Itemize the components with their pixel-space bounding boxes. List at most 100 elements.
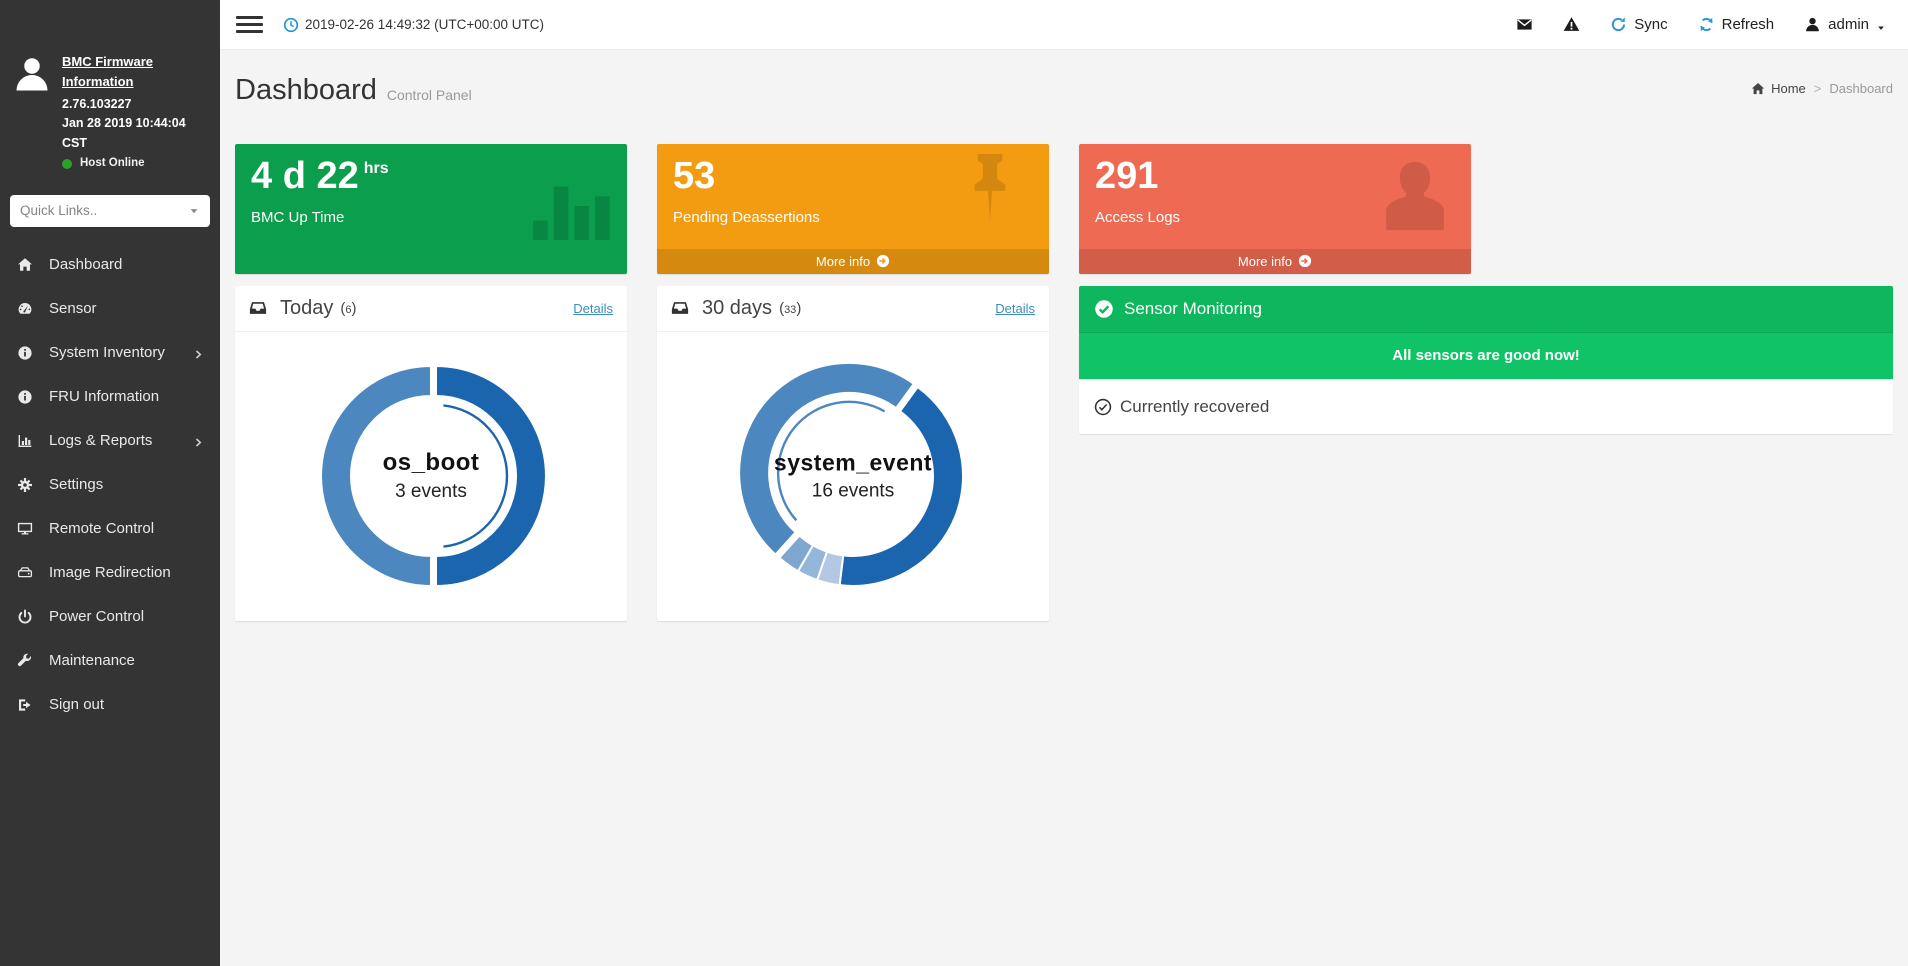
system-datetime: 2019-02-26 14:49:32 (UTC+00:00 UTC) <box>283 17 544 33</box>
sidebar-item-label: Power Control <box>49 608 145 626</box>
more-info-link[interactable]: More info <box>657 248 1049 274</box>
details-link[interactable]: Details <box>995 300 1035 316</box>
breadcrumb-home-label: Home <box>1771 81 1806 96</box>
sidebar-item-settings[interactable]: Settings <box>0 463 220 507</box>
card-label: Access Logs <box>1095 208 1181 226</box>
sidebar-item-label: FRU Information <box>49 388 160 406</box>
events-panel-30-days: 30 days (33) Details system_event 16 events <box>657 285 1049 621</box>
donut-segment-system_event[interactable] <box>738 362 916 557</box>
tray-icon <box>671 299 690 317</box>
panel-event-count: (6) <box>340 299 357 317</box>
sidebar: BMC Firmware Information 2.76.103227 Jan… <box>0 0 220 966</box>
currently-recovered-label: Currently recovered <box>1120 396 1270 416</box>
quick-links-select[interactable]: Quick Links.. <box>10 194 210 227</box>
refresh-icon <box>1698 16 1715 33</box>
sidebar-item-label: Sensor <box>49 300 97 318</box>
drive-icon <box>17 565 35 581</box>
clock-icon <box>283 17 299 33</box>
user-menu[interactable]: admin <box>1804 16 1886 33</box>
bmc-firmware-info-link[interactable]: BMC Firmware Information <box>62 54 154 90</box>
events-donut-chart[interactable] <box>735 358 971 594</box>
donut-segment-segment-2[interactable] <box>320 365 432 588</box>
panel-title: Today <box>280 296 334 319</box>
more-info-link[interactable]: More info <box>1079 248 1471 274</box>
stat-card-access-logs: 291 Access Logs More info <box>1079 143 1471 274</box>
arrow-circle-right-icon <box>876 254 890 268</box>
panel-body: system_event 16 events <box>657 332 1049 621</box>
sidebar-item-system-inventory[interactable]: System Inventory <box>0 331 220 375</box>
arrow-circle-right-icon <box>1298 254 1312 268</box>
breadcrumb-separator: > <box>1813 81 1822 96</box>
sidebar-item-image-redirection[interactable]: Image Redirection <box>0 551 220 595</box>
events-panel-today: Today (6) Details os_boot 3 events <box>235 285 627 621</box>
donut-segment-segment-2[interactable] <box>838 386 964 588</box>
donut-highlight-ring <box>443 404 509 549</box>
panel-body: os_boot 3 events <box>235 332 627 621</box>
sign-out-icon <box>17 697 35 713</box>
pin-watermark <box>957 152 1023 238</box>
card-unit: hrs <box>363 159 389 177</box>
check-circle-icon <box>1094 299 1114 319</box>
messages-envelope-icon[interactable] <box>1516 16 1533 33</box>
menu-toggle-icon[interactable] <box>236 16 263 33</box>
stat-card-pending-deassertions: 53 Pending Deassertions More info <box>657 143 1049 274</box>
bars-watermark <box>533 172 611 240</box>
topbar: 2019-02-26 14:49:32 (UTC+00:00 UTC) Sync <box>220 0 1908 50</box>
panel-event-count-number: 6 <box>345 303 352 316</box>
sidebar-item-power-control[interactable]: Power Control <box>0 595 220 639</box>
person-watermark <box>1373 154 1457 238</box>
donut-chart-container: system_event 16 events <box>735 358 971 594</box>
events-donut-chart[interactable] <box>313 358 549 594</box>
currently-recovered-row[interactable]: Currently recovered <box>1079 378 1893 434</box>
sidebar-item-label: Logs & Reports <box>49 432 153 450</box>
sidebar-item-sensor[interactable]: Sensor <box>0 287 220 331</box>
sync-label: Sync <box>1634 16 1668 33</box>
card-value: 291 <box>1095 154 1159 197</box>
more-info-label: More info <box>815 253 871 269</box>
more-info-label: More info <box>1237 253 1293 269</box>
donut-segment-segment-5[interactable] <box>777 534 815 574</box>
firmware-version: 2.76.103227 <box>62 96 132 111</box>
sync-button[interactable]: Sync <box>1610 16 1668 33</box>
card-value: 4 d 22 <box>251 154 359 197</box>
alerts-warning-icon[interactable] <box>1563 16 1580 33</box>
sidebar-menu: Dashboard Sensor System Inventory FRU Infor… <box>0 243 220 727</box>
monitor-icon <box>17 521 35 537</box>
host-status-label: Host Online <box>80 157 145 170</box>
sidebar-item-maintenance[interactable]: Maintenance <box>0 639 220 683</box>
card-value: 53 <box>673 154 716 197</box>
wrench-icon <box>17 653 35 669</box>
donut-highlight-ring <box>776 401 886 522</box>
sidebar-item-logs-reports[interactable]: Logs & Reports <box>0 419 220 463</box>
breadcrumb: Home > Dashboard <box>1751 81 1893 96</box>
home-icon <box>17 257 35 273</box>
sidebar-item-fru-information[interactable]: FRU Information <box>0 375 220 419</box>
donut-segment-os_boot[interactable] <box>435 365 547 588</box>
sidebar-item-label: Image Redirection <box>49 564 171 582</box>
info-circle-icon <box>17 345 35 361</box>
avatar-icon <box>12 54 52 94</box>
sync-icon <box>1610 16 1627 33</box>
sidebar-item-label: Sign out <box>49 696 105 714</box>
card-label: BMC Up Time <box>251 208 345 226</box>
firmware-date: Jan 28 2019 10:44:04 CST <box>62 116 186 150</box>
datetime-text: 2019-02-26 14:49:32 (UTC+00:00 UTC) <box>305 17 545 32</box>
page-title: Dashboard <box>235 74 377 106</box>
caret-down-icon <box>1876 20 1886 30</box>
sidebar-item-sign-out[interactable]: Sign out <box>0 683 220 727</box>
username: admin <box>1828 16 1869 33</box>
power-icon <box>17 609 35 625</box>
breadcrumb-home-link[interactable]: Home <box>1751 81 1806 96</box>
sidebar-item-dashboard[interactable]: Dashboard <box>0 243 220 287</box>
home-icon <box>1751 82 1765 96</box>
details-link[interactable]: Details <box>573 300 613 316</box>
sensor-status-message: All sensors are good now! <box>1079 332 1893 379</box>
sidebar-item-remote-control[interactable]: Remote Control <box>0 507 220 551</box>
quick-links-label: Quick Links.. <box>20 203 98 219</box>
panel-event-count: (33) <box>779 299 802 317</box>
info-circle-icon <box>17 389 35 405</box>
refresh-button[interactable]: Refresh <box>1698 16 1774 33</box>
sensor-monitoring-panel: Sensor Monitoring All sensors are good n… <box>1079 285 1893 434</box>
sidebar-item-label: Remote Control <box>49 520 155 538</box>
